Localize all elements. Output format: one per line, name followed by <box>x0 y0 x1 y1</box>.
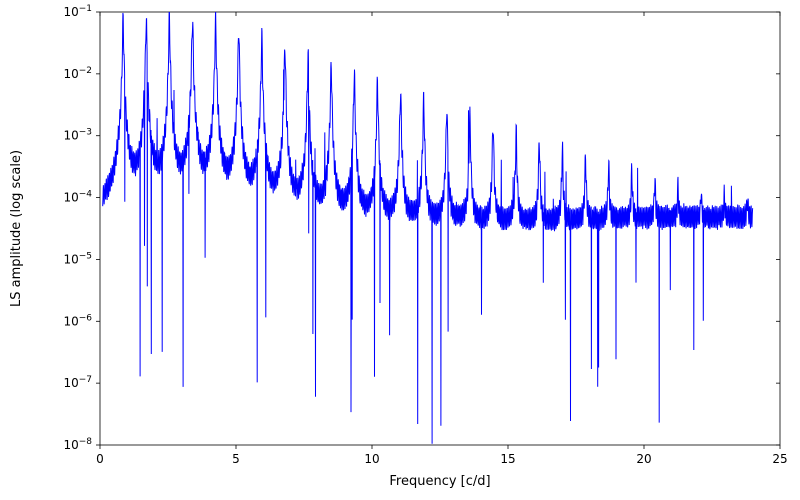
plot-svg: 0510152025 10−810−710−610−510−410−310−21… <box>0 0 800 500</box>
x-tick-label: 15 <box>500 452 515 466</box>
y-axis-label: LS amplitude (log scale) <box>9 150 24 307</box>
x-tick-label: 5 <box>232 452 240 466</box>
x-tick-label: 20 <box>636 452 651 466</box>
x-tick-label: 0 <box>96 452 104 466</box>
axes: 0510152025 10−810−710−610−510−410−310−21… <box>9 4 788 489</box>
x-tick-label: 25 <box>772 452 787 466</box>
x-tick-label: 10 <box>364 452 379 466</box>
plot-background <box>100 12 780 445</box>
x-axis-label: Frequency [c/d] <box>389 474 490 489</box>
ls-periodogram-chart: { "chart": { "type": "line", "width_px":… <box>0 0 800 500</box>
